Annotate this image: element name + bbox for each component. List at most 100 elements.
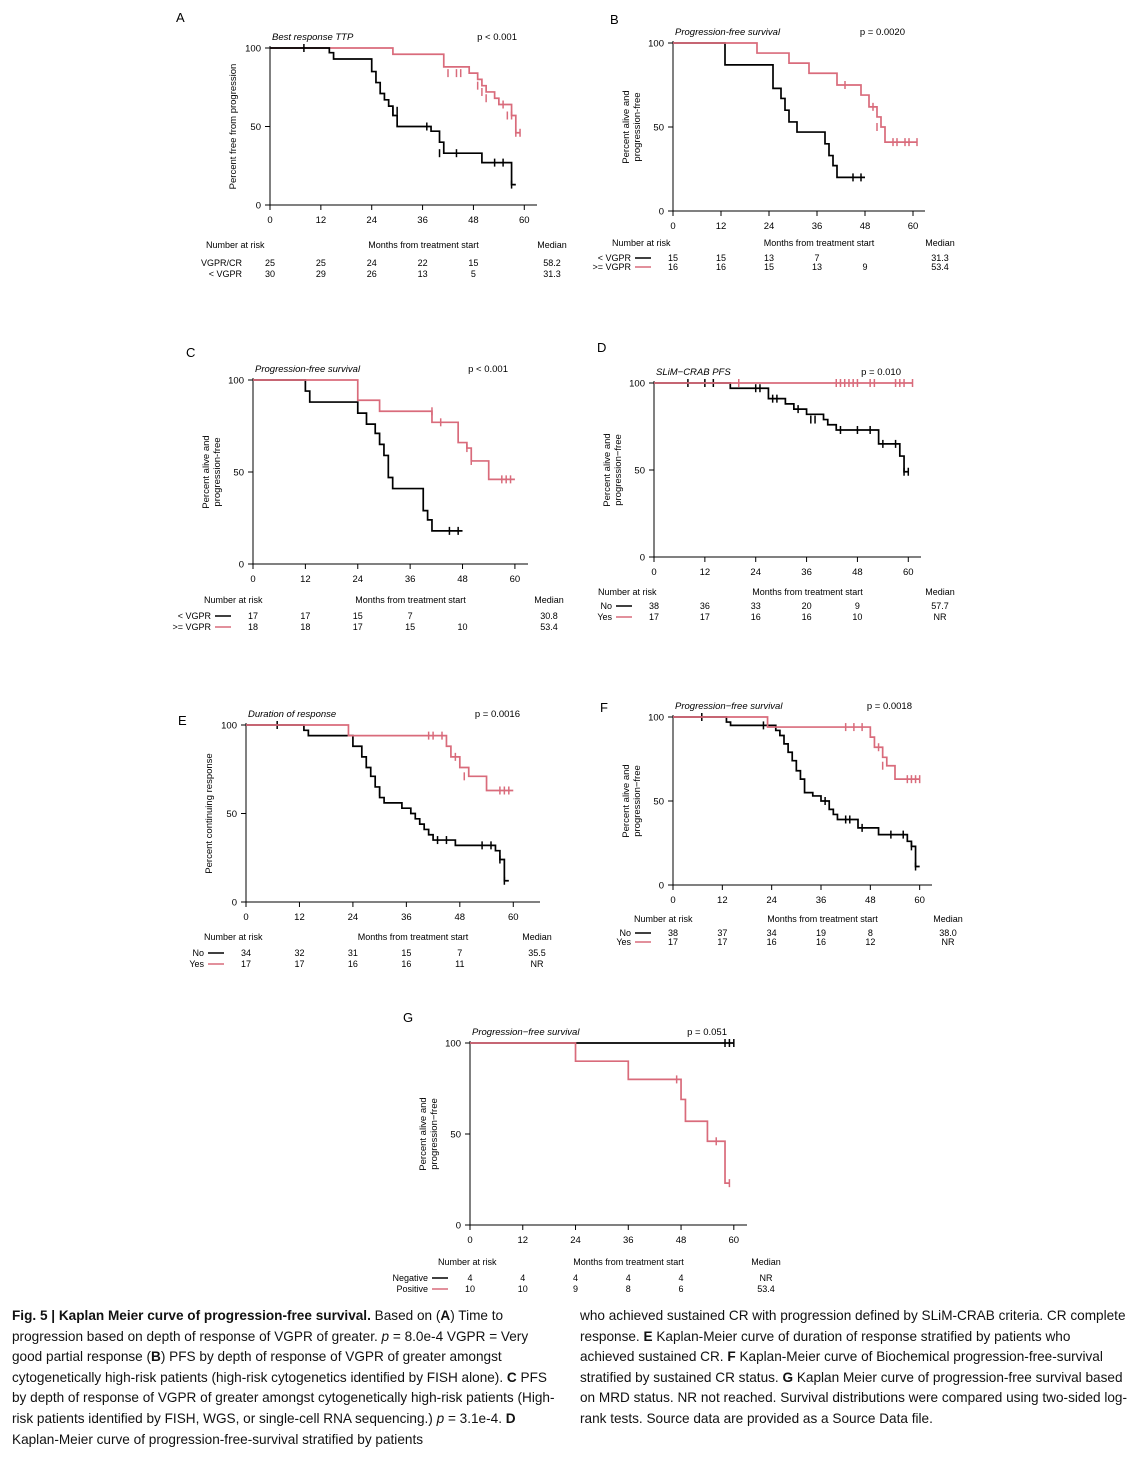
caption-text-run: C [506,1369,517,1385]
x-tick-label: 0 [243,912,248,923]
risk-count: 17 [717,937,727,947]
km-curve-yes [246,724,514,792]
risk-count: 9 [573,1284,578,1294]
x-tick-label: 0 [651,567,656,578]
p-value: p = 0.051 [687,1027,727,1038]
risk-count: 15 [468,258,478,268]
risk-table-header: Number at risk [206,240,265,250]
panel-letter: C [186,345,195,360]
x-tick-label: 48 [455,912,466,923]
x-tick-label: 48 [865,895,876,906]
panel-letter: F [600,700,608,715]
risk-count: 25 [265,258,275,268]
caption-right: who achieved sustained CR with progressi… [580,1306,1128,1430]
plot-title: Duration of response [248,709,336,720]
y-tick-label: 50 [653,797,664,808]
x-tick-label: 12 [300,574,311,585]
risk-count: 16 [751,612,761,622]
caption-text-run: = 8.0e-4 VGPR = Very good partial respon… [12,1328,529,1365]
risk-count: 9 [862,262,867,272]
risk-count: 13 [812,262,822,272]
x-tick-label: 12 [294,912,305,923]
risk-count: 6 [679,1284,684,1294]
risk-table-header: Number at risk [612,238,671,248]
y-tick-label: 100 [445,1039,461,1050]
p-value: p = 0.0018 [867,701,912,712]
risk-count: 11 [455,959,464,969]
x-tick-label: 12 [716,221,727,232]
median-value: 53.4 [540,622,558,632]
y-tick-label: 50 [653,123,664,134]
risk-count: 16 [668,262,678,272]
x-tick-label: 60 [908,221,919,232]
caption-text-run: ) Time to progression based on depth of … [12,1308,504,1344]
y-axis-label: Percent alive andprogression-free [621,90,643,163]
p-value: p = 0.0020 [860,27,905,38]
plot-title: SLiM−CRAB PFS [656,367,731,378]
risk-count: 16 [802,612,812,622]
y-tick-label: 100 [648,713,664,724]
risk-table-header: Number at risk [204,595,263,605]
risk-count: 25 [316,258,326,268]
x-axis-label: Months from treatment start [358,932,469,942]
y-tick-label: 100 [221,721,237,732]
risk-count: 15 [405,622,415,632]
caption-right-body: who achieved sustained CR with progressi… [580,1308,1127,1426]
risk-count: 18 [248,622,258,632]
risk-count: 15 [716,253,726,263]
median-value: NR [760,1273,773,1283]
y-tick-label: 100 [245,44,261,55]
median-header: Median [537,240,567,250]
km-curve-vgpr-cr [270,47,521,134]
panel-letter: B [610,12,619,27]
y-axis-label: Percent alive andprogression−free [418,1097,440,1170]
p-value: p = 0.010 [861,367,901,378]
risk-row-label: No [619,928,631,938]
caption-text-run: G [782,1369,794,1385]
y-tick-label: 0 [659,881,664,892]
km-panel-a: Percent free from progression [228,44,537,210]
km-curve-no [654,382,909,473]
risk-count: 8 [868,928,873,938]
risk-count: 16 [348,959,358,969]
x-tick-label: 60 [729,1235,740,1246]
x-tick-label: 12 [316,215,327,226]
risk-count: 22 [418,258,428,268]
median-header: Median [925,587,955,597]
x-tick-label: 36 [812,221,823,232]
median-header: Median [925,238,955,248]
y-tick-label: 50 [226,809,237,820]
caption-text-run: F [727,1349,736,1365]
x-tick-label: 60 [914,895,925,906]
median-header: Median [751,1257,781,1267]
risk-count: 13 [764,253,774,263]
risk-count: 10 [465,1284,475,1294]
risk-count: 7 [457,948,462,958]
km-panel-c: Percent alive andprogression-free [201,378,528,628]
risk-count: 9 [855,601,860,611]
caption-text-run: A [440,1308,451,1323]
risk-count: 17 [353,622,363,632]
risk-row-label: >= VGPR [592,262,631,272]
km-panel-d: Percent alive andprogression−free [602,379,921,618]
caption-text-run: Kaplan-Meier curve of duration of respon… [580,1328,1071,1365]
km-panel-g: Percent alive andprogression−free [418,1039,747,1290]
caption-text-run: Kaplan Meier curve of progression-free s… [580,1369,1128,1426]
risk-count: 4 [520,1273,525,1283]
risk-count: 30 [265,269,275,279]
risk-count: 8 [626,1284,631,1294]
y-tick-label: 0 [456,1221,461,1232]
km-curve--vgpr [253,379,515,481]
risk-row-label: Yes [616,937,631,947]
median-value: 31.3 [931,253,949,263]
risk-count: 7 [408,611,413,621]
y-tick-label: 50 [450,1130,461,1141]
caption-text-run: D [505,1410,516,1426]
x-tick-label: 0 [467,1235,472,1246]
risk-count: 20 [802,601,812,611]
y-tick-label: 50 [233,468,244,479]
risk-count: 12 [865,937,875,947]
x-tick-label: 36 [623,1235,634,1246]
x-axis-label: Months from treatment start [752,587,863,597]
panel-letter: E [178,713,187,728]
